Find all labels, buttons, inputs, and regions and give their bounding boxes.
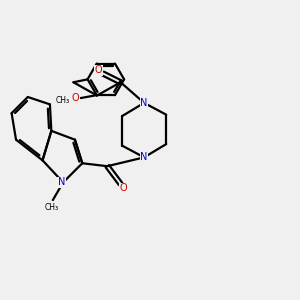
Text: N: N — [58, 177, 65, 188]
Text: N: N — [140, 98, 148, 108]
Text: CH₃: CH₃ — [56, 96, 70, 105]
Text: O: O — [120, 183, 127, 193]
Text: O: O — [71, 93, 79, 103]
Text: N: N — [140, 152, 148, 162]
Text: O: O — [95, 65, 102, 76]
Text: CH₃: CH₃ — [44, 203, 58, 212]
